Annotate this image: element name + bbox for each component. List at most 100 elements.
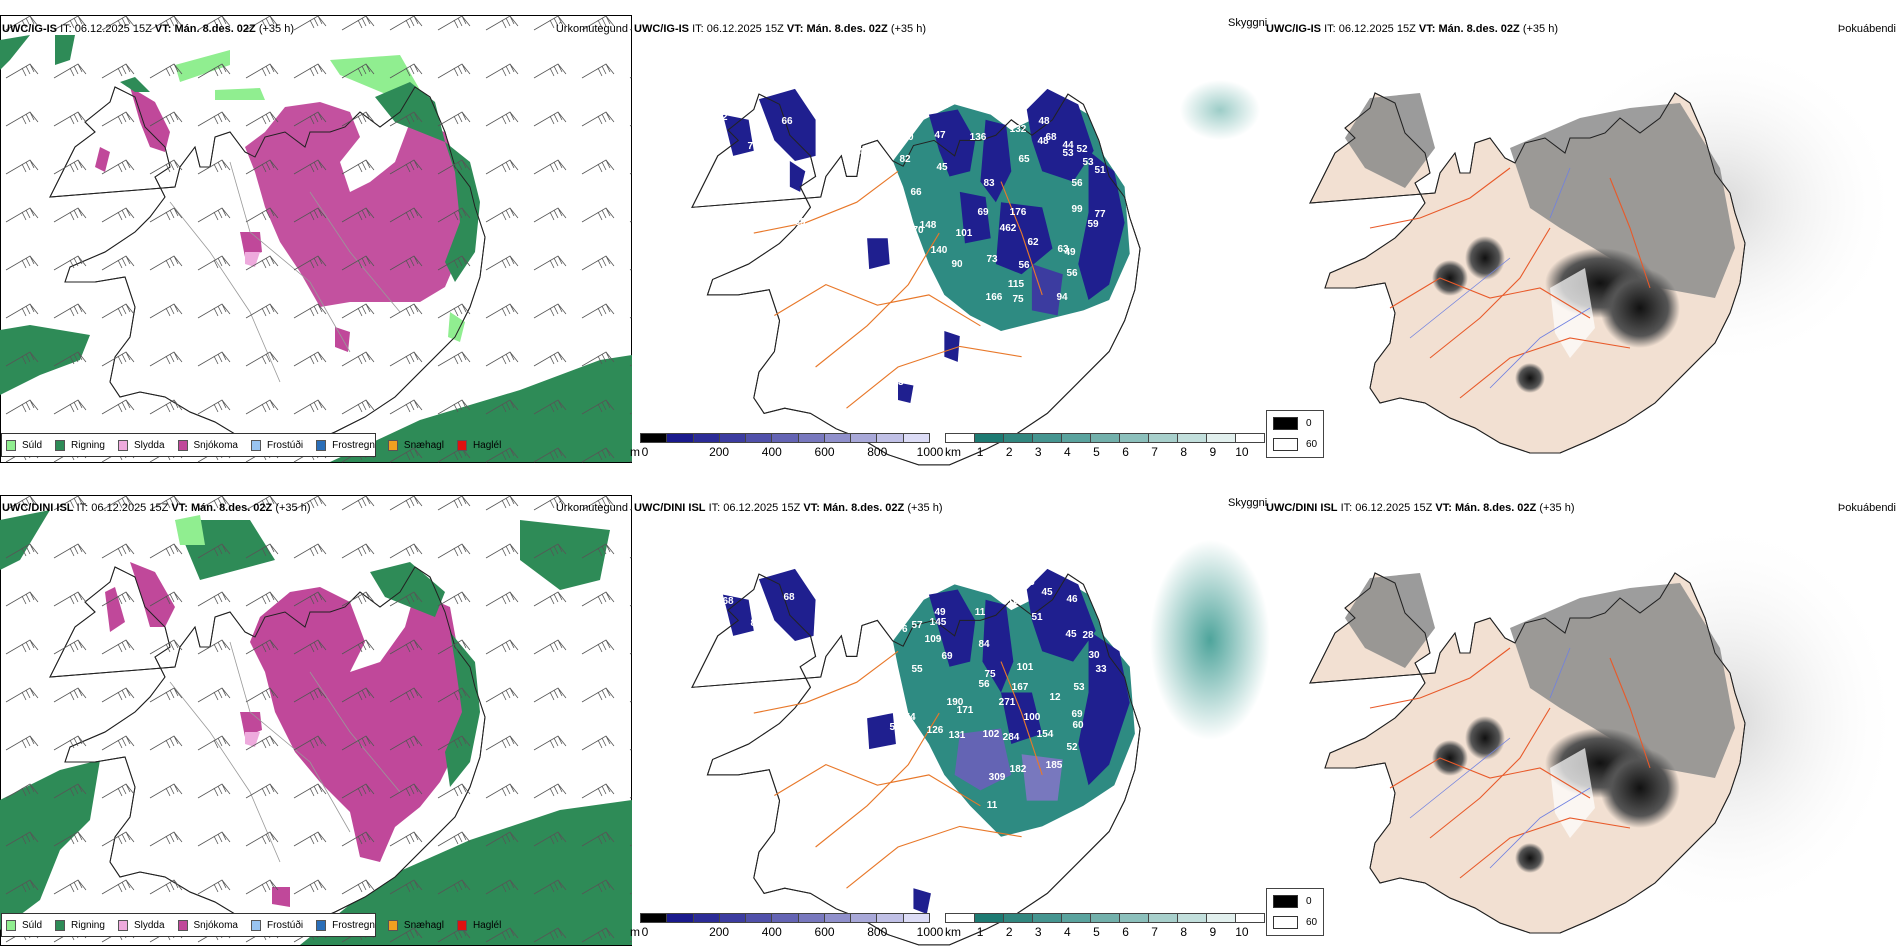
colorbar-tick: 5 bbox=[1093, 925, 1100, 939]
colorbar-segment bbox=[1207, 914, 1236, 922]
visibility-value-label: 54 bbox=[904, 712, 916, 723]
visibility-value-label: 68 bbox=[1045, 132, 1057, 143]
visibility-value-label: 73 bbox=[986, 254, 998, 265]
visibility-value-label: 57 bbox=[911, 620, 923, 631]
colorbar-segment bbox=[772, 914, 799, 922]
legend-swatch bbox=[387, 919, 398, 931]
visibility-panel-name: Skyggni bbox=[1228, 497, 1268, 509]
colorbar-segment bbox=[746, 914, 773, 922]
legend-item: Slydda bbox=[117, 439, 165, 451]
visibility-value-label: 60 bbox=[1072, 720, 1084, 731]
visibility-value-label: 68 bbox=[903, 235, 915, 246]
legend-swatch bbox=[1273, 895, 1298, 908]
visibility-value-label: 75 bbox=[1012, 294, 1024, 305]
visibility-value-label: 182 bbox=[1010, 764, 1027, 775]
legend-swatch bbox=[117, 439, 128, 451]
legend-item: Snjókoma bbox=[177, 439, 238, 451]
visibility-value-label: 70 bbox=[912, 225, 924, 236]
colorbar-tick: 5 bbox=[1093, 445, 1100, 459]
precip-legend: Súld Rigning Slydda Snjókoma Frostúði Frostre… bbox=[1, 913, 501, 937]
visibility-value-label: 60 bbox=[742, 533, 754, 544]
legend-label: Rigning bbox=[71, 439, 105, 451]
visibility-value-label: 54 bbox=[887, 574, 899, 585]
visibility-value-label: 94 bbox=[1056, 292, 1068, 303]
fog-panel-name: Þokuábendi bbox=[1837, 502, 1896, 514]
colorbar-segment bbox=[772, 434, 799, 442]
colorbar-segment bbox=[746, 434, 773, 442]
visibility-value-label: 102 bbox=[983, 729, 1000, 740]
visibility-value-label: 75 bbox=[761, 146, 773, 157]
visibility-value-label: 56 bbox=[978, 679, 990, 690]
legend-item: Frostúði bbox=[250, 919, 304, 931]
visibility-value-label: 76 bbox=[896, 624, 908, 635]
visibility-value-label: 190 bbox=[947, 697, 964, 708]
visibility-value-label: 53 bbox=[1073, 682, 1085, 693]
fog-panel-title: UWC/IG-IS IT: 06.12.2025 15Z VT: Mán. 8.… bbox=[1266, 23, 1558, 35]
legend-swatch bbox=[1273, 417, 1298, 430]
legend-label: Frostúði bbox=[266, 919, 304, 931]
precip-panel-title: UWC/IG-IS IT: 06.12.2025 15Z VT: Mán. 8.… bbox=[2, 23, 294, 35]
legend-label: Slydda bbox=[133, 919, 165, 931]
colorbar-tick: 4 bbox=[1064, 925, 1071, 939]
visibility-value-label: 45 bbox=[1041, 587, 1053, 598]
legend-swatch bbox=[316, 439, 327, 451]
visibility-value-label: 72 bbox=[912, 564, 924, 575]
colorbar-segment bbox=[693, 434, 720, 442]
visibility-value-label: 62 bbox=[1027, 237, 1039, 248]
model-name: UWC/IG-IS bbox=[1266, 23, 1321, 35]
visibility-value-label: 176 bbox=[1010, 207, 1027, 218]
lead-time: (+35 h) bbox=[258, 23, 294, 35]
it-value: 06.12.2025 15Z bbox=[91, 502, 169, 514]
fog-panel-top bbox=[1309, 40, 1900, 454]
visibility-value-label: 578 bbox=[1114, 629, 1131, 640]
colorbar-segment bbox=[798, 914, 825, 922]
visibility-value-label: 37 bbox=[838, 124, 850, 135]
it-label: IT: bbox=[1324, 23, 1336, 35]
colorbar-segment bbox=[1033, 434, 1062, 442]
vt-label: VT: bbox=[171, 502, 188, 514]
visibility-value-label: 77 bbox=[1094, 209, 1106, 220]
visibility-value-label: 83 bbox=[983, 178, 995, 189]
colorbar-segment bbox=[851, 434, 878, 442]
visibility-value-label: 68 bbox=[722, 596, 734, 607]
legend-label: Haglél bbox=[472, 439, 502, 451]
visibility-value-label: 145 bbox=[930, 617, 947, 628]
legend-swatch bbox=[1273, 438, 1298, 451]
visibility-value-label: 136 bbox=[970, 132, 987, 143]
visibility-value-label: 66 bbox=[881, 860, 893, 871]
visibility-value-label: 97 bbox=[734, 74, 746, 85]
visibility-colorbar bbox=[945, 433, 1265, 443]
visibility-value-label: 83 bbox=[705, 82, 717, 93]
visibility-value-label: 49 bbox=[1064, 247, 1076, 258]
visibility-value-label: 47 bbox=[896, 110, 908, 121]
legend-item: Frostregn bbox=[316, 919, 375, 931]
colorbar-tick: 10 bbox=[1235, 445, 1249, 459]
colorbar-segment bbox=[1149, 434, 1178, 442]
visibility-value-label: 171 bbox=[957, 705, 974, 716]
fog-panel-title: UWC/DINI ISL IT: 06.12.2025 15Z VT: Mán.… bbox=[1266, 502, 1575, 514]
it-value: 06.12.2025 15Z bbox=[1355, 502, 1433, 514]
visibility-value-label: 101 bbox=[956, 228, 973, 239]
visibility-value-label: 65 bbox=[1018, 154, 1030, 165]
colorbar-segment bbox=[1004, 434, 1033, 442]
legend-item: Haglél bbox=[456, 439, 502, 451]
visibility-value-label: 61 bbox=[889, 244, 901, 255]
colorbar-tick: 0 bbox=[641, 445, 649, 459]
precip-panel-top bbox=[0, 15, 632, 463]
colorbar-unit: km bbox=[945, 445, 961, 459]
colorbar-segment bbox=[1091, 434, 1120, 442]
colorbar-tick: 6 bbox=[1122, 925, 1129, 939]
visibility-value-label: 51 bbox=[1017, 100, 1029, 111]
colorbar-tick: 600 bbox=[814, 925, 835, 939]
model-name: UWC/IG-IS bbox=[634, 23, 689, 35]
colorbar-unit: m bbox=[630, 445, 640, 459]
visibility-value-label: 24 bbox=[852, 147, 864, 158]
colorbar-tick: 8 bbox=[1180, 445, 1188, 459]
visibility-value-label: 69 bbox=[1071, 709, 1083, 720]
visibility-value-label: 82 bbox=[899, 154, 911, 165]
legend-item: Frostúði bbox=[250, 439, 303, 451]
